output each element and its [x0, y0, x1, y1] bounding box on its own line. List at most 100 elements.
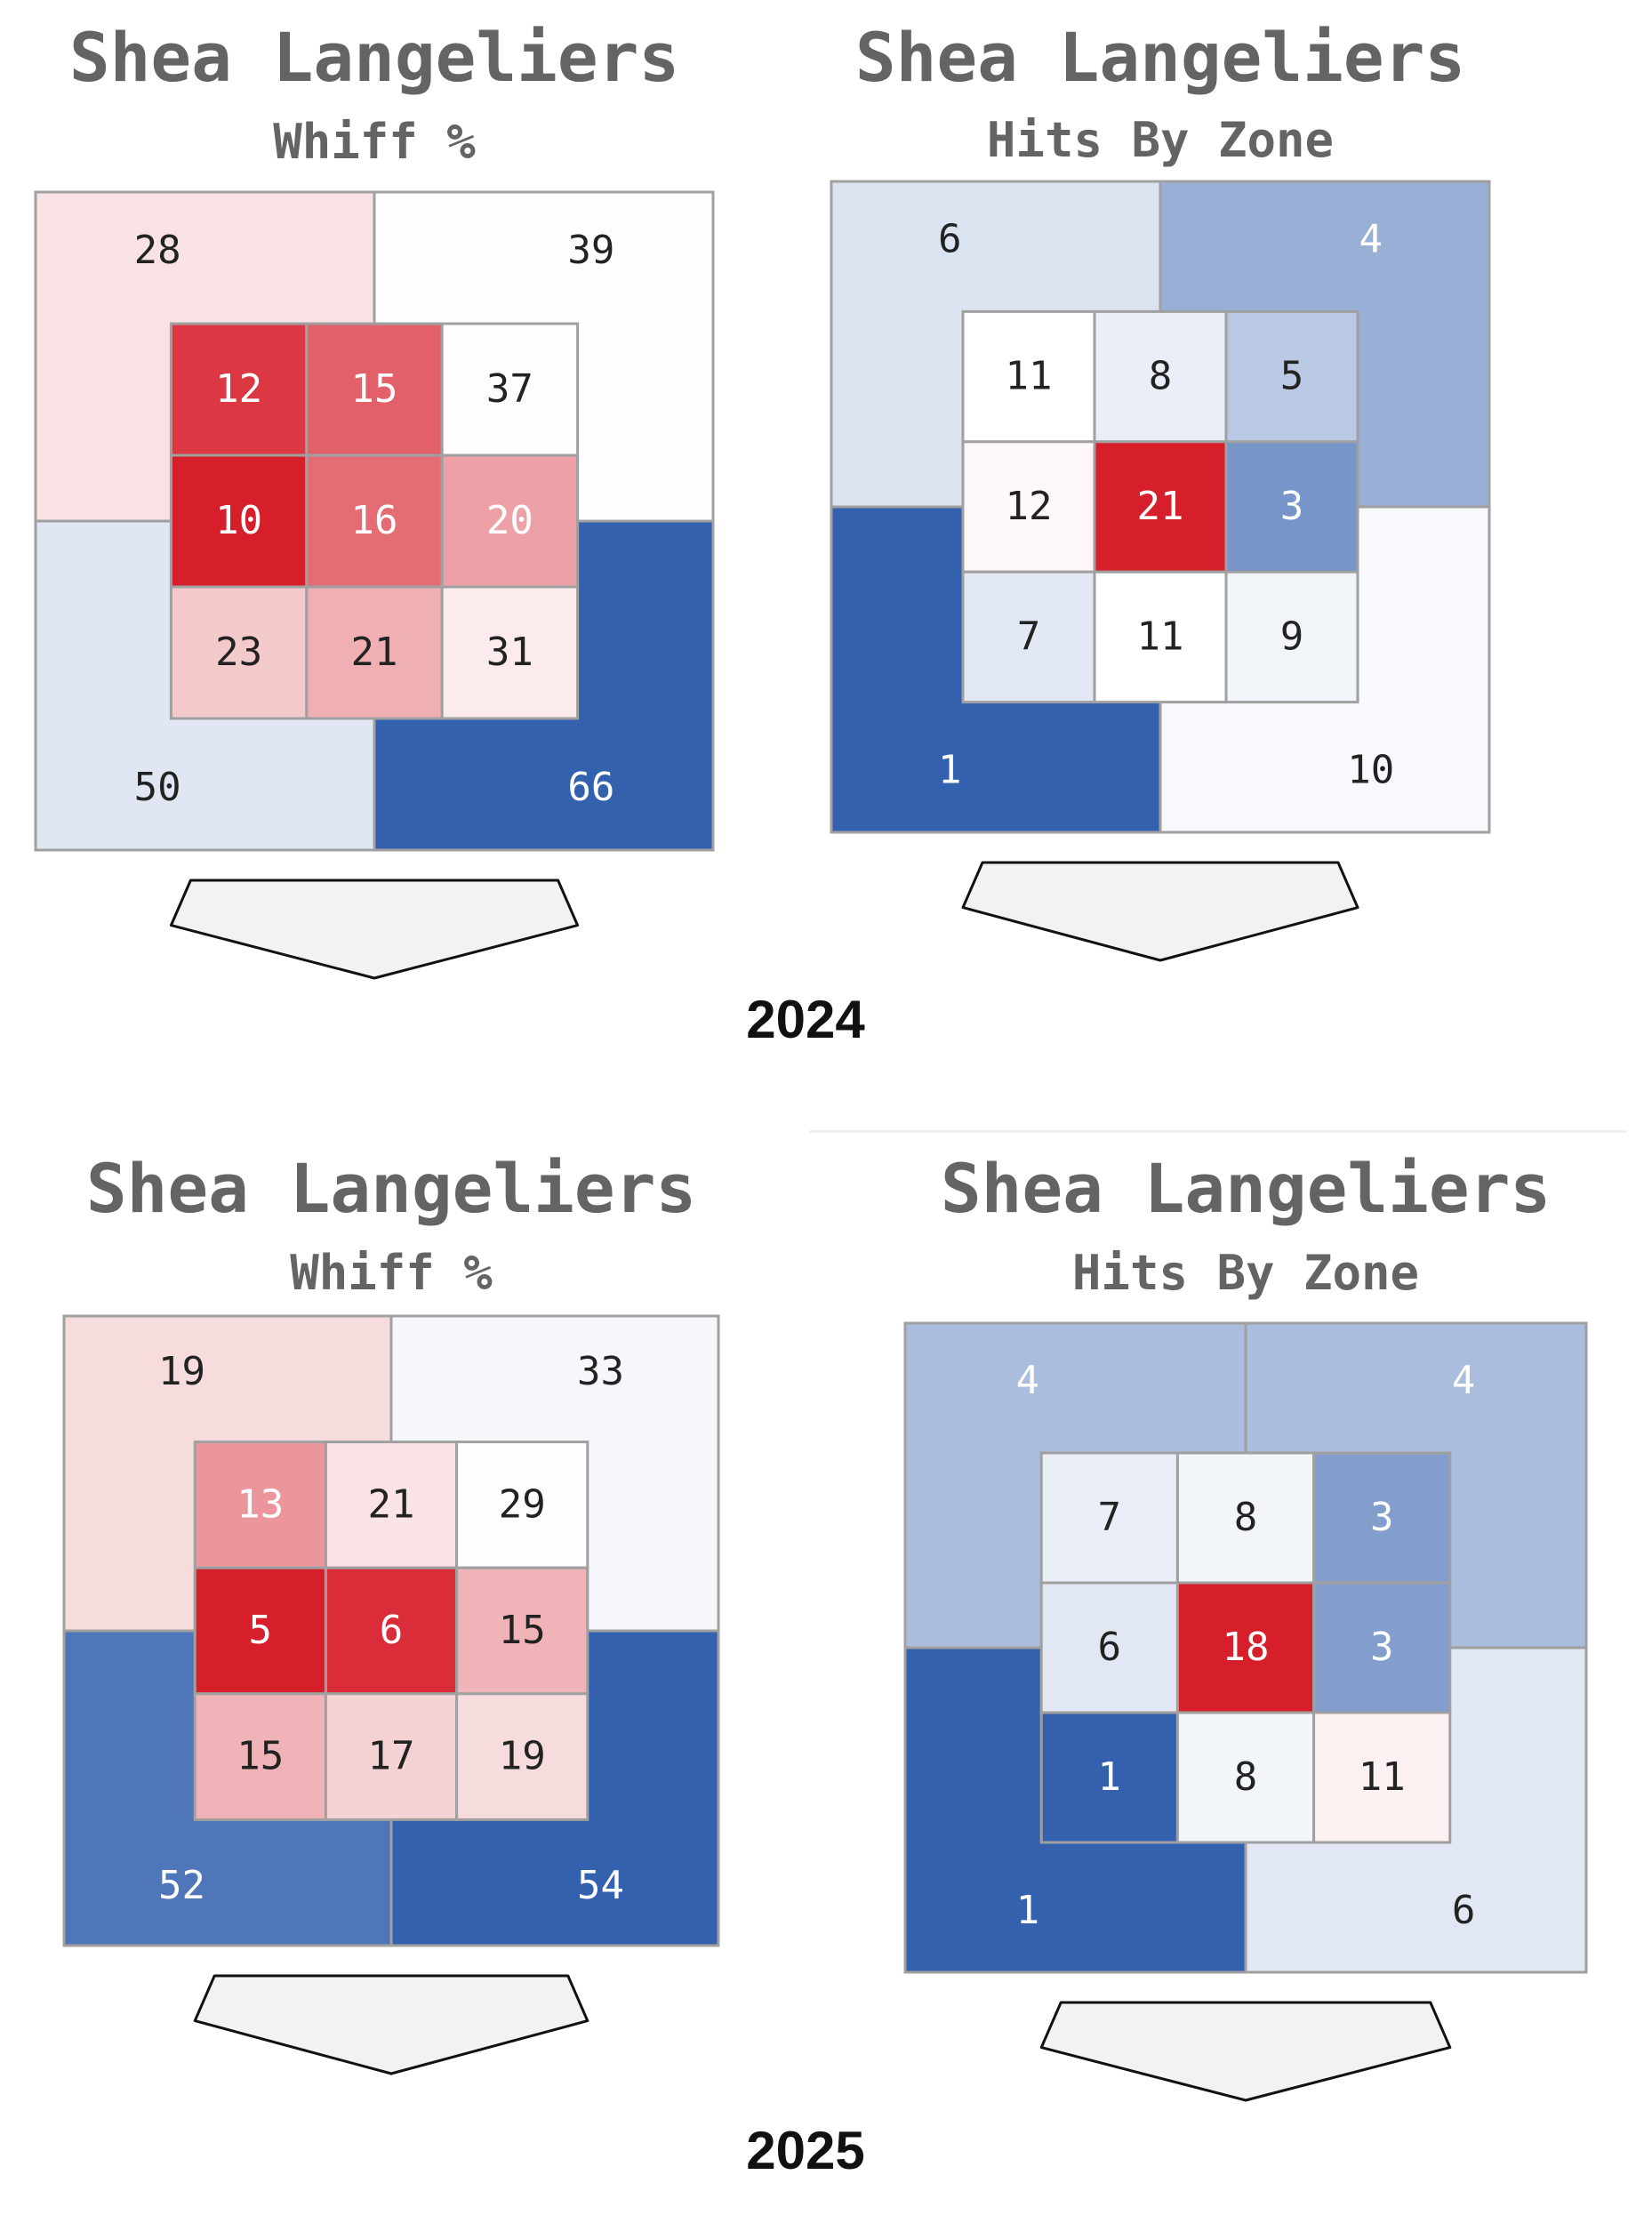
outer-cell-label-bottom-right: 54: [577, 1863, 624, 1908]
zone-cell-5: [1093, 440, 1228, 574]
chart-title: Shea Langeliers: [854, 18, 1466, 97]
divider: [809, 1130, 1627, 1133]
home-plate: [169, 879, 580, 980]
chart-title: Shea Langeliers: [68, 18, 680, 97]
zone-cell-2: [1093, 309, 1228, 444]
zone-cell-label-9: 31: [486, 630, 533, 675]
zone-cell-label-9: 9: [1280, 614, 1304, 659]
outer-cell-label-top-right: 33: [577, 1349, 624, 1394]
zone-cell-label-8: 17: [368, 1734, 415, 1779]
home-plate: [193, 1974, 589, 2075]
zone-cell-3: [1224, 309, 1359, 444]
zone-cell-label-6: 3: [1280, 484, 1304, 529]
zone-cell-label-3: 37: [486, 366, 533, 412]
zone-cell-4: [961, 440, 1096, 574]
outer-cell-label-bottom-left: 50: [134, 765, 181, 810]
outer-cell-label-bottom-right: 6: [1452, 1888, 1476, 1933]
outer-cell-label-top-left: 19: [158, 1349, 205, 1394]
outer-cell-label-bottom-left: 1: [938, 748, 962, 793]
outer-cell-label-top-right: 39: [567, 228, 614, 273]
zone-cell-label-9: 11: [1359, 1754, 1406, 1800]
zone-cell-1: [961, 309, 1096, 444]
home-plate: [1039, 2001, 1452, 2102]
chart-2025-hits-by-zone: Shea Langeliers Hits By Zone 4 4 1 6 7 8 3 6 18 3…: [903, 1149, 1588, 2102]
zone-cell-label-4: 5: [249, 1608, 273, 1653]
zone-cell-label-7: 7: [1017, 614, 1041, 659]
zone-cell-label-8: 8: [1234, 1754, 1258, 1800]
zone-cell-label-2: 15: [351, 366, 398, 412]
zone-cell-label-6: 20: [486, 498, 533, 543]
zone-cell-4: [169, 453, 309, 589]
zone-cell-label-1: 7: [1098, 1495, 1122, 1540]
zone-cell-8: [1175, 1711, 1316, 1844]
chart-2024-hits-by-zone: Shea Langeliers Hits By Zone 6 4 1 10 11 8 5 12…: [830, 18, 1491, 962]
outer-cell-label-top-right: 4: [1359, 216, 1383, 261]
outer-cell-label-top-left: 28: [134, 228, 181, 273]
zone-cell-7: [193, 1692, 327, 1821]
chart-subtitle: Hits By Zone: [1071, 1245, 1420, 1301]
zone-cell-4: [1039, 1581, 1179, 1714]
zone-cell-8: [1093, 570, 1228, 704]
chart-subtitle: Hits By Zone: [986, 112, 1335, 168]
zone-cell-label-2: 8: [1234, 1495, 1258, 1540]
zone-cell-9: [440, 585, 580, 720]
zone-cell-label-6: 15: [499, 1608, 546, 1653]
zone-cell-7: [1039, 1711, 1179, 1844]
zone-cell-2: [305, 322, 444, 457]
zone-cell-8: [305, 585, 444, 720]
zone-cell-6: [455, 1566, 589, 1696]
zone-cell-9: [455, 1692, 589, 1821]
zone-cell-1: [193, 1441, 327, 1569]
zone-cell-6: [1312, 1581, 1452, 1714]
chart-title: Shea Langeliers: [940, 1149, 1552, 1228]
home-plate: [961, 861, 1359, 962]
chart-title: Shea Langeliers: [85, 1149, 697, 1228]
zone-cell-6: [440, 453, 580, 589]
zone-cell-8: [324, 1692, 459, 1821]
zone-cell-label-7: 1: [1098, 1754, 1122, 1800]
zone-cell-label-4: 10: [215, 498, 262, 543]
zone-cell-label-5: 16: [351, 498, 398, 543]
outer-cell-label-top-right: 4: [1452, 1358, 1476, 1403]
zone-cell-5: [1175, 1581, 1316, 1714]
zone-cell-label-5: 18: [1223, 1625, 1270, 1670]
zone-cell-label-7: 15: [237, 1734, 284, 1779]
strike-zone-heatmap: 19 33 52 54 13 21 29 5 6 15 15 17 19: [62, 1314, 720, 2075]
strike-zone-heatmap: 4 41 67 8 36 18 31 8 11: [903, 1321, 1588, 2102]
zone-cell-label-5: 21: [1137, 484, 1184, 529]
zone-cell-label-7: 23: [215, 630, 262, 675]
zone-cell-label-9: 19: [499, 1734, 546, 1779]
year-label-2025: 2025: [746, 2121, 865, 2180]
zone-cell-label-5: 6: [380, 1608, 404, 1653]
zone-cell-label-6: 3: [1370, 1625, 1394, 1670]
strike-zone-heatmap: 28 39 50 66 12 15 37 10 16 20 23 21 31: [34, 190, 715, 980]
zone-cell-label-1: 12: [215, 366, 262, 412]
outer-cell-label-top-left: 4: [1016, 1358, 1040, 1403]
outer-cell-label-top-left: 6: [938, 216, 962, 261]
zone-cell-2: [1175, 1451, 1316, 1585]
zone-cell-label-3: 5: [1280, 354, 1304, 399]
zone-cell-label-2: 21: [368, 1481, 415, 1527]
outer-cell-label-bottom-right: 66: [567, 765, 614, 810]
zone-cell-label-8: 11: [1137, 614, 1184, 659]
outer-cell-label-bottom-left: 1: [1016, 1888, 1040, 1933]
zone-cell-label-3: 29: [499, 1481, 546, 1527]
zone-cell-label-8: 21: [351, 630, 398, 675]
zone-cell-3: [1312, 1451, 1452, 1585]
zone-cell-3: [455, 1441, 589, 1569]
zone-cell-label-3: 3: [1370, 1495, 1394, 1540]
outer-cell-label-bottom-left: 52: [158, 1863, 205, 1908]
outer-cell-label-bottom-right: 10: [1347, 748, 1394, 793]
zone-cell-label-4: 12: [1006, 484, 1053, 529]
zone-cell-6: [1224, 440, 1359, 574]
zone-cell-9: [1312, 1711, 1452, 1844]
chart-2024-whiff: Shea Langeliers Whiff % 28 39 50 66 12 15 37 10…: [34, 18, 715, 980]
chart-subtitle: Whiff %: [290, 1245, 493, 1301]
zone-cell-9: [1224, 570, 1359, 704]
strike-zone-heatmap: 6 4 1 10 11 8 5 12 21 3 7 11 9: [830, 180, 1491, 962]
zone-cell-label-1: 11: [1006, 354, 1053, 399]
chart-subtitle: Whiff %: [273, 114, 476, 170]
chart-2025-whiff: Shea Langeliers Whiff % 19 33 52 54 13 21 29 5 6…: [62, 1149, 720, 2075]
zone-cell-label-1: 13: [237, 1481, 284, 1527]
zone-cell-label-2: 8: [1149, 354, 1173, 399]
